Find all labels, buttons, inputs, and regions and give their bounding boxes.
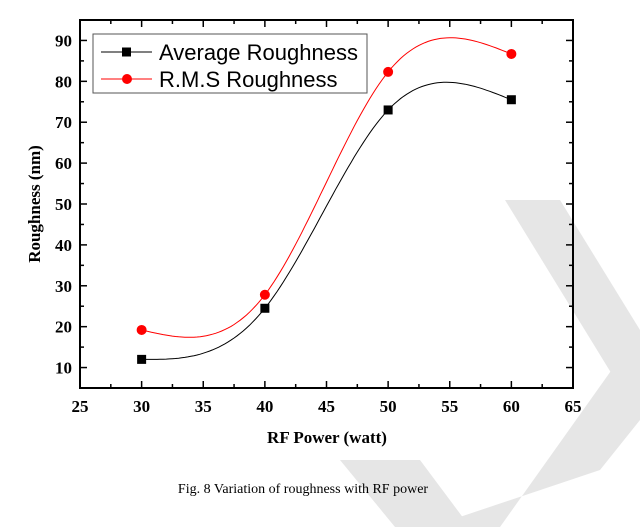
legend-box bbox=[92, 33, 368, 94]
data-point-rms bbox=[136, 324, 147, 335]
figure-caption: Fig. 8 Variation of roughness with RF po… bbox=[177, 482, 429, 497]
y-tick-label: 30 bbox=[55, 277, 72, 296]
y-axis-label: Roughness (nm) bbox=[25, 145, 44, 263]
x-tick-label: 35 bbox=[195, 397, 212, 416]
legend-label: R.M.S Roughness bbox=[159, 67, 338, 92]
x-tick-label: 55 bbox=[441, 397, 458, 416]
y-tick-label: 60 bbox=[55, 154, 72, 173]
x-tick-label: 60 bbox=[503, 397, 520, 416]
data-point-rms bbox=[383, 66, 394, 77]
x-tick-label: 40 bbox=[256, 397, 273, 416]
series-line-1 bbox=[141, 37, 512, 338]
data-point-rms bbox=[259, 289, 270, 300]
data-point-average bbox=[506, 95, 516, 105]
data-point-average bbox=[260, 303, 270, 313]
x-tick-label: 65 bbox=[565, 397, 582, 416]
x-tick-label: 25 bbox=[72, 397, 89, 416]
legend-marker-square bbox=[122, 47, 131, 57]
x-tick-label: 50 bbox=[380, 397, 397, 416]
y-tick-label: 80 bbox=[55, 72, 72, 91]
y-tick-label: 40 bbox=[55, 236, 72, 255]
watermark bbox=[340, 200, 640, 527]
x-tick-label: 45 bbox=[318, 397, 335, 416]
data-point-rms bbox=[506, 48, 517, 59]
data-point-average bbox=[137, 354, 147, 364]
y-tick-label: 10 bbox=[55, 359, 72, 378]
legend-label: Average Roughness bbox=[159, 40, 358, 65]
y-tick-label: 90 bbox=[55, 31, 72, 50]
x-tick-label: 30 bbox=[133, 397, 150, 416]
series-line-0 bbox=[141, 81, 512, 360]
legend-marker-circle bbox=[122, 74, 132, 84]
x-axis-label: RF Power (watt) bbox=[267, 428, 387, 447]
y-tick-label: 50 bbox=[55, 195, 72, 214]
y-tick-label: 20 bbox=[55, 318, 72, 337]
data-point-average bbox=[383, 105, 393, 115]
y-tick-label: 70 bbox=[55, 113, 72, 132]
